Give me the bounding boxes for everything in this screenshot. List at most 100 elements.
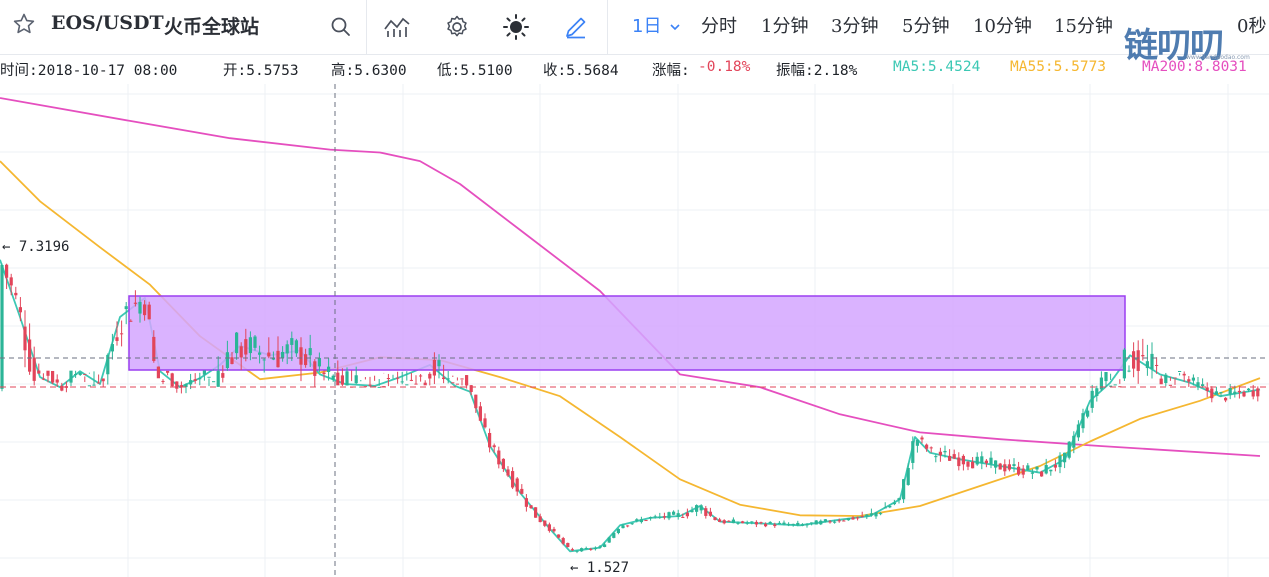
candle-body (23, 326, 27, 351)
candle-body (892, 502, 896, 505)
candle-body (69, 370, 73, 383)
candle-body (419, 375, 423, 377)
info-time: 时间:2018-10-17 08:00 (0, 63, 178, 79)
search-icon[interactable] (326, 12, 356, 42)
draw-pencil-icon[interactable] (561, 12, 591, 42)
candle-body (405, 384, 409, 386)
star-icon[interactable] (12, 12, 36, 41)
candle-body (1178, 370, 1182, 372)
candle-body (538, 516, 542, 523)
candle-body (442, 377, 446, 380)
period-3m[interactable]: 3分钟 (831, 16, 879, 37)
candle-body (92, 384, 96, 386)
candle-body (607, 537, 611, 543)
candle-body (759, 522, 763, 524)
candle-body (593, 547, 597, 550)
candle-body (658, 516, 662, 518)
theme-sun-icon[interactable] (501, 12, 531, 42)
candlestick-chart[interactable]: ← 7.3196 ← 1.527 (0, 84, 1269, 577)
candle-body (980, 456, 984, 464)
period-5m[interactable]: 5分钟 (902, 16, 950, 37)
candle-body (138, 301, 142, 314)
candle-body (267, 352, 271, 357)
candle-body (1040, 471, 1044, 477)
candle-body (754, 521, 758, 525)
min-price-label: ← 1.527 (570, 560, 629, 576)
info-high: 高:5.6300 (331, 63, 407, 79)
candle-body (741, 521, 745, 524)
candle-body (1228, 388, 1232, 395)
candle-body (313, 361, 317, 376)
candle-body (1251, 390, 1255, 397)
candle-body (948, 455, 952, 461)
candle-body (1012, 464, 1016, 467)
candle-body (1118, 386, 1122, 388)
candle-body (1049, 469, 1053, 472)
candle-body (727, 520, 731, 522)
candle-body (207, 376, 211, 378)
candle-body (304, 354, 308, 366)
settings-icon[interactable] (442, 12, 472, 42)
candle-body (787, 524, 791, 526)
candle-body (800, 524, 804, 526)
candle-body (764, 523, 768, 527)
candle-body (501, 458, 505, 469)
candle-body (681, 516, 685, 518)
candlestick-series (0, 263, 1260, 554)
candle-body (497, 450, 501, 465)
info-ma55: MA55:5.5773 (1010, 59, 1107, 75)
candle-body (662, 516, 666, 518)
candle-body (704, 508, 708, 516)
candle-body (225, 352, 229, 369)
info-open: 开:5.5753 (223, 63, 299, 79)
candle-body (41, 378, 45, 380)
candle-body (465, 375, 469, 386)
candle-body (202, 370, 206, 375)
candle-body (938, 451, 942, 456)
candle-body (929, 447, 933, 449)
candle-body (317, 357, 321, 367)
candle-body (653, 516, 657, 518)
candle-body (1155, 364, 1159, 366)
period-15m[interactable]: 15分钟 (1054, 16, 1113, 37)
candle-body (239, 346, 243, 358)
candle-body (777, 522, 781, 524)
watermark-logo: 链叨叨 www.liandaodao.com (1124, 26, 1250, 66)
candle-body (248, 337, 252, 354)
candle-body (667, 512, 671, 519)
info-change-value: -0.18% (698, 59, 751, 75)
indicator-icon[interactable] (382, 12, 412, 42)
candle-body (1095, 388, 1099, 397)
period-10m[interactable]: 10分钟 (973, 16, 1032, 37)
period-1m[interactable]: 1分钟 (761, 16, 809, 37)
candle-body (28, 339, 32, 372)
candle-body (943, 450, 947, 453)
candle-body (216, 370, 220, 387)
candle-body (998, 463, 1002, 470)
candle-body (230, 357, 234, 364)
info-amplitude: 振幅:2.18% (776, 63, 858, 79)
candle-body (810, 522, 814, 524)
candle-body (561, 538, 565, 544)
candle-body (124, 306, 128, 310)
period-timeline[interactable]: 分时 (701, 16, 737, 37)
period-1d[interactable]: 1日 (632, 12, 681, 38)
candle-body (1127, 370, 1131, 372)
candle-body (368, 384, 372, 386)
candle-body (253, 336, 257, 348)
candle-body (432, 359, 436, 376)
candle-body (1141, 355, 1145, 357)
candle-body (869, 513, 873, 516)
candle-body (557, 534, 561, 538)
candle-body (506, 469, 510, 476)
candle-body (74, 373, 78, 375)
candle-body (1224, 397, 1228, 401)
max-price-label: ← 7.3196 (2, 239, 69, 255)
candle-body (1242, 391, 1246, 397)
period-30s[interactable]: 0秒 (1237, 16, 1267, 37)
candle-body (5, 264, 9, 278)
candle-body (1017, 466, 1021, 475)
candle-body (915, 439, 919, 446)
candle-body (1164, 374, 1168, 384)
candle-body (639, 519, 643, 523)
